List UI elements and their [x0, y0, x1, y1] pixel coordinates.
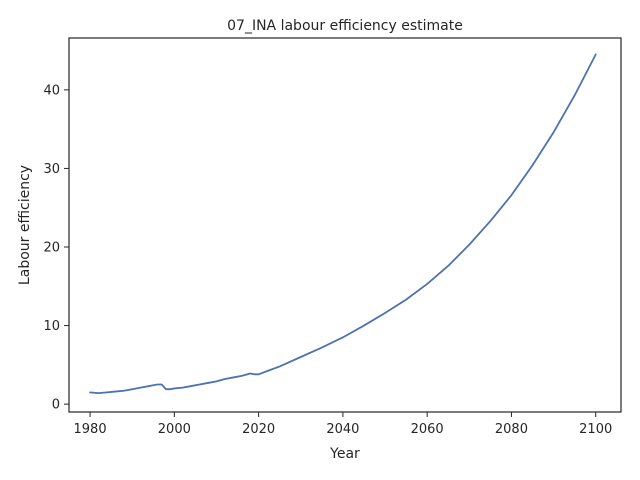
x-tick-label: 1980 — [74, 422, 107, 437]
x-tick-label: 2100 — [579, 422, 612, 437]
x-tick-label: 2020 — [242, 422, 275, 437]
ticks-layer: 1980 2000 2020 2040 2060 2080 2100 0 10 20 30 40 — [43, 83, 612, 437]
y-tick-label: 0 — [52, 398, 60, 413]
x-tick-label: 2000 — [158, 422, 191, 437]
x-axis-label: Year — [329, 446, 360, 462]
y-tick-label: 10 — [43, 319, 60, 334]
y-tick-label: 30 — [43, 162, 60, 177]
x-tick-label: 2040 — [326, 422, 359, 437]
y-tick-label: 40 — [43, 83, 60, 98]
y-tick-label: 20 — [43, 241, 60, 256]
y-axis-label: Labour efficiency — [17, 165, 33, 285]
chart-title: 07_INA labour efficiency estimate — [227, 18, 463, 34]
plot-frame — [68, 37, 622, 413]
x-tick-label: 2080 — [495, 422, 528, 437]
series-line — [89, 53, 597, 395]
x-tick-label: 2060 — [411, 422, 444, 437]
